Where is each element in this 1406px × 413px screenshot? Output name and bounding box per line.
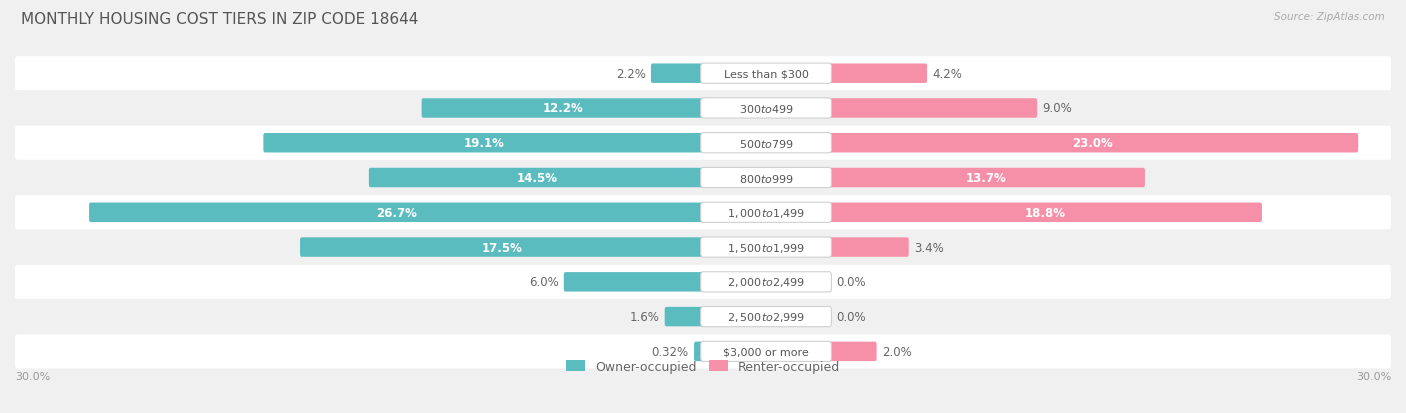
FancyBboxPatch shape [651, 64, 704, 84]
Text: 2.2%: 2.2% [616, 68, 645, 81]
FancyBboxPatch shape [828, 238, 908, 257]
Text: MONTHLY HOUSING COST TIERS IN ZIP CODE 18644: MONTHLY HOUSING COST TIERS IN ZIP CODE 1… [21, 12, 419, 27]
FancyBboxPatch shape [263, 134, 704, 153]
Text: 3.4%: 3.4% [914, 241, 943, 254]
Text: 19.1%: 19.1% [464, 137, 505, 150]
Text: $3,000 or more: $3,000 or more [723, 347, 808, 356]
Text: 0.0%: 0.0% [837, 275, 866, 289]
FancyBboxPatch shape [15, 57, 1391, 91]
Text: 1.6%: 1.6% [630, 310, 659, 323]
FancyBboxPatch shape [15, 196, 1391, 230]
FancyBboxPatch shape [15, 300, 1391, 334]
FancyBboxPatch shape [700, 133, 831, 154]
FancyBboxPatch shape [828, 99, 1038, 119]
FancyBboxPatch shape [700, 99, 831, 119]
Text: 0.0%: 0.0% [837, 310, 866, 323]
FancyBboxPatch shape [695, 342, 704, 361]
FancyBboxPatch shape [828, 169, 1144, 188]
Text: $300 to $499: $300 to $499 [738, 103, 793, 115]
FancyBboxPatch shape [700, 203, 831, 223]
FancyBboxPatch shape [700, 237, 831, 258]
Text: 12.2%: 12.2% [543, 102, 583, 115]
FancyBboxPatch shape [828, 342, 876, 361]
Legend: Owner-occupied, Renter-occupied: Owner-occupied, Renter-occupied [561, 355, 845, 378]
FancyBboxPatch shape [15, 335, 1391, 368]
FancyBboxPatch shape [15, 230, 1391, 264]
FancyBboxPatch shape [700, 272, 831, 292]
FancyBboxPatch shape [828, 64, 927, 84]
Text: 13.7%: 13.7% [966, 171, 1007, 185]
FancyBboxPatch shape [15, 126, 1391, 160]
Text: $500 to $799: $500 to $799 [738, 138, 793, 150]
Text: 4.2%: 4.2% [932, 68, 962, 81]
FancyBboxPatch shape [700, 307, 831, 327]
Text: 9.0%: 9.0% [1042, 102, 1073, 115]
FancyBboxPatch shape [665, 307, 704, 327]
Text: 26.7%: 26.7% [377, 206, 418, 219]
Text: 17.5%: 17.5% [482, 241, 523, 254]
FancyBboxPatch shape [828, 307, 831, 327]
Text: $1,500 to $1,999: $1,500 to $1,999 [727, 241, 806, 254]
Text: 0.32%: 0.32% [651, 345, 689, 358]
FancyBboxPatch shape [700, 342, 831, 361]
FancyBboxPatch shape [828, 203, 1263, 223]
FancyBboxPatch shape [700, 168, 831, 188]
Text: 23.0%: 23.0% [1073, 137, 1114, 150]
Text: Less than $300: Less than $300 [724, 69, 808, 79]
Text: 14.5%: 14.5% [516, 171, 557, 185]
Text: 2.0%: 2.0% [882, 345, 911, 358]
Text: $800 to $999: $800 to $999 [738, 172, 793, 184]
FancyBboxPatch shape [368, 169, 704, 188]
FancyBboxPatch shape [700, 64, 831, 84]
FancyBboxPatch shape [564, 273, 704, 292]
Text: $2,000 to $2,499: $2,000 to $2,499 [727, 275, 806, 289]
FancyBboxPatch shape [89, 203, 704, 223]
Text: 30.0%: 30.0% [1355, 372, 1391, 382]
FancyBboxPatch shape [828, 273, 831, 292]
FancyBboxPatch shape [422, 99, 704, 119]
FancyBboxPatch shape [15, 92, 1391, 126]
FancyBboxPatch shape [15, 161, 1391, 195]
Text: 6.0%: 6.0% [529, 275, 558, 289]
Text: 30.0%: 30.0% [15, 372, 51, 382]
FancyBboxPatch shape [828, 134, 1358, 153]
Text: Source: ZipAtlas.com: Source: ZipAtlas.com [1274, 12, 1385, 22]
Text: 18.8%: 18.8% [1024, 206, 1066, 219]
Text: $2,500 to $2,999: $2,500 to $2,999 [727, 310, 806, 323]
FancyBboxPatch shape [299, 238, 704, 257]
FancyBboxPatch shape [15, 265, 1391, 299]
Text: $1,000 to $1,499: $1,000 to $1,499 [727, 206, 806, 219]
